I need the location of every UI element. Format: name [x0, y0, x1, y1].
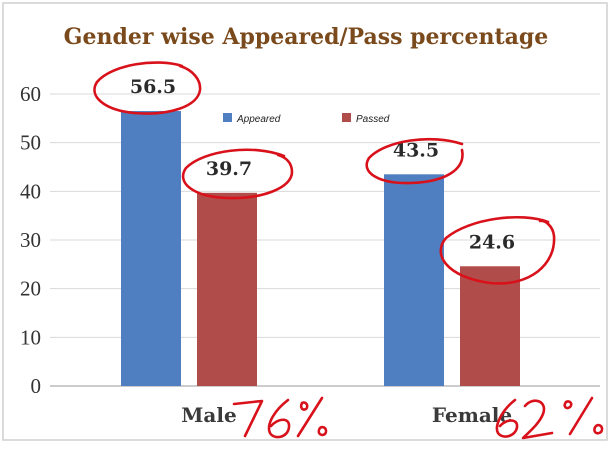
y-tick-label: 50	[20, 131, 41, 155]
data-label-male-appeared: 56.5	[130, 76, 176, 98]
y-tick-label: 20	[20, 277, 41, 301]
legend: Appeared Passed	[223, 113, 390, 125]
bar-male-appeared	[121, 111, 181, 387]
y-tick-label: 0	[31, 374, 42, 398]
legend-label-appeared: Appeared	[236, 114, 281, 125]
handwritten-circle-female-passed	[439, 216, 556, 285]
legend-swatch-appeared	[223, 113, 232, 122]
bar-female-passed	[460, 266, 520, 386]
bar-male-passed	[197, 192, 257, 386]
y-tick-label: 40	[20, 179, 41, 203]
x-category-label-male: Male	[181, 403, 236, 427]
handwritten-annotation-76	[232, 396, 328, 439]
handwritten-circle-male-passed	[181, 148, 294, 200]
bar-female-appeared	[384, 174, 444, 386]
y-tick-label: 30	[20, 228, 41, 252]
handwritten-annotation-62	[495, 396, 604, 440]
data-label-female-passed: 24.6	[469, 231, 515, 253]
chart-title: Gender wise Appeared/Pass percentage	[64, 24, 549, 50]
y-tick-label: 10	[20, 325, 41, 349]
y-tick-label: 60	[20, 82, 41, 106]
handwritten-circle-female-appeared	[365, 137, 464, 185]
data-label-male-passed: 39.7	[206, 158, 252, 180]
handwritten-circle-male-appeared	[93, 61, 202, 115]
y-axis-ticks: 0 10 20 30 40 50 60	[20, 82, 41, 398]
legend-label-passed: Passed	[356, 114, 390, 125]
x-axis-categories: Male Female	[181, 403, 512, 427]
data-labels: 56.5 39.7 43.5 24.6	[130, 76, 515, 253]
legend-swatch-passed	[342, 113, 351, 122]
bars	[121, 111, 520, 387]
data-label-female-appeared: 43.5	[393, 139, 439, 161]
